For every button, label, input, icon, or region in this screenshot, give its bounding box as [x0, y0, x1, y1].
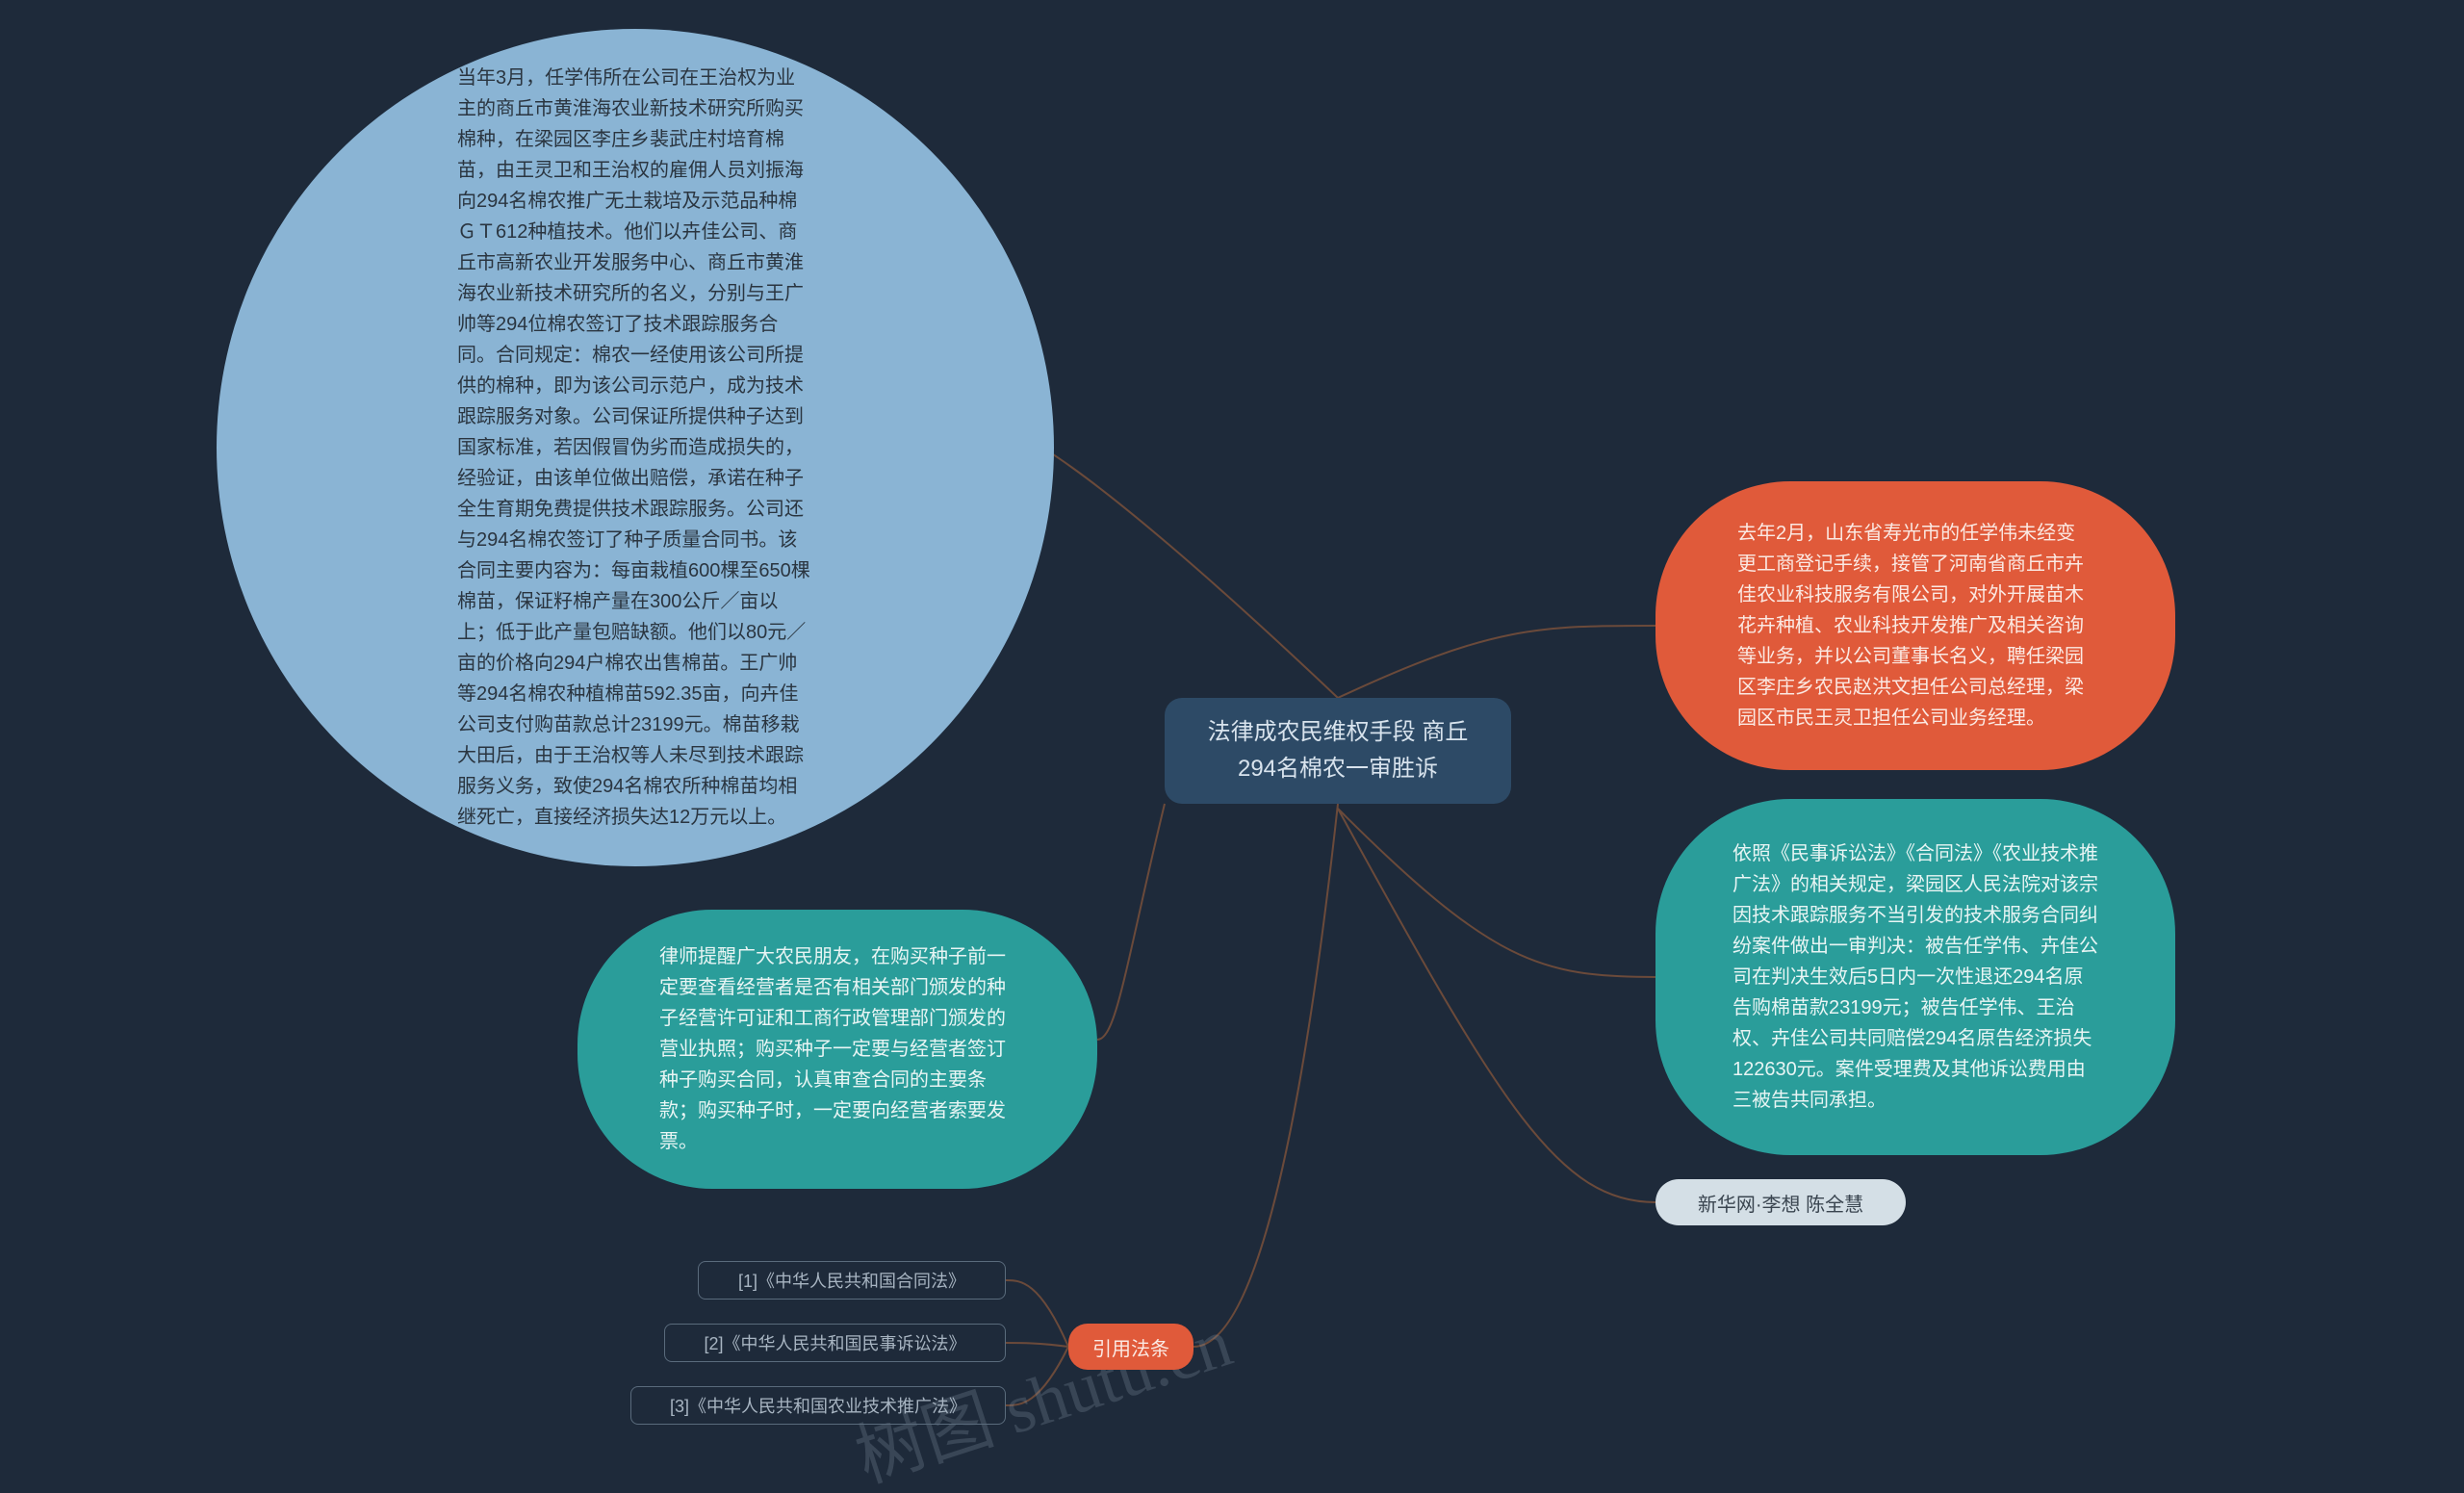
center-text: 法律成农民维权手段 商丘 294名棉农一审胜诉 [1192, 714, 1484, 788]
branch-node-detail-march: 当年3月，任学伟所在公司在王治权为业主的商丘市黄淮海农业新技术研究所购买棉种，在… [217, 29, 1054, 866]
branch-node-background: 去年2月，山东省寿光市的任学伟未经变更工商登记手续，接管了河南省商丘市卉佳农业科… [1656, 481, 2175, 770]
branch-node-verdict: 依照《民事诉讼法》《合同法》《农业技术推广法》的相关规定，梁园区人民法院对该宗因… [1656, 799, 2175, 1155]
branch-text: 去年2月，山东省寿光市的任学伟未经变更工商登记手续，接管了河南省商丘市卉佳农业科… [1737, 518, 2093, 734]
law-ref-1: [1]《中华人民共和国合同法》 [698, 1261, 1006, 1300]
law-ref-3: [3]《中华人民共和国农业技术推广法》 [630, 1386, 1006, 1425]
branch-node-lawyer-advice: 律师提醒广大农民朋友，在购买种子前一定要查看经营者是否有相关部门颁发的种子经营许… [578, 910, 1097, 1189]
law-ref-2: [2]《中华人民共和国民事诉讼法》 [664, 1324, 1006, 1362]
law-ref-text: [3]《中华人民共和国农业技术推广法》 [670, 1393, 966, 1418]
branch-text: 当年3月，任学伟所在公司在王治权为业主的商丘市黄淮海农业新技术研究所购买棉种，在… [457, 63, 813, 833]
source-text: 新华网·李想 陈全慧 [1698, 1189, 1863, 1217]
branch-text: 依照《民事诉讼法》《合同法》《农业技术推广法》的相关规定，梁园区人民法院对该宗因… [1732, 838, 2098, 1116]
branch-text: 律师提醒广大农民朋友，在购买种子前一定要查看经营者是否有相关部门颁发的种子经营许… [659, 941, 1015, 1157]
branch-node-references-label: 引用法条 [1068, 1324, 1194, 1370]
law-ref-text: [1]《中华人民共和国合同法》 [738, 1268, 965, 1293]
branch-node-source: 新华网·李想 陈全慧 [1656, 1179, 1906, 1225]
refs-label-text: 引用法条 [1092, 1333, 1169, 1361]
mindmap-center-node: 法律成农民维权手段 商丘 294名棉农一审胜诉 [1165, 698, 1511, 804]
law-ref-text: [2]《中华人民共和国民事诉讼法》 [704, 1330, 965, 1355]
